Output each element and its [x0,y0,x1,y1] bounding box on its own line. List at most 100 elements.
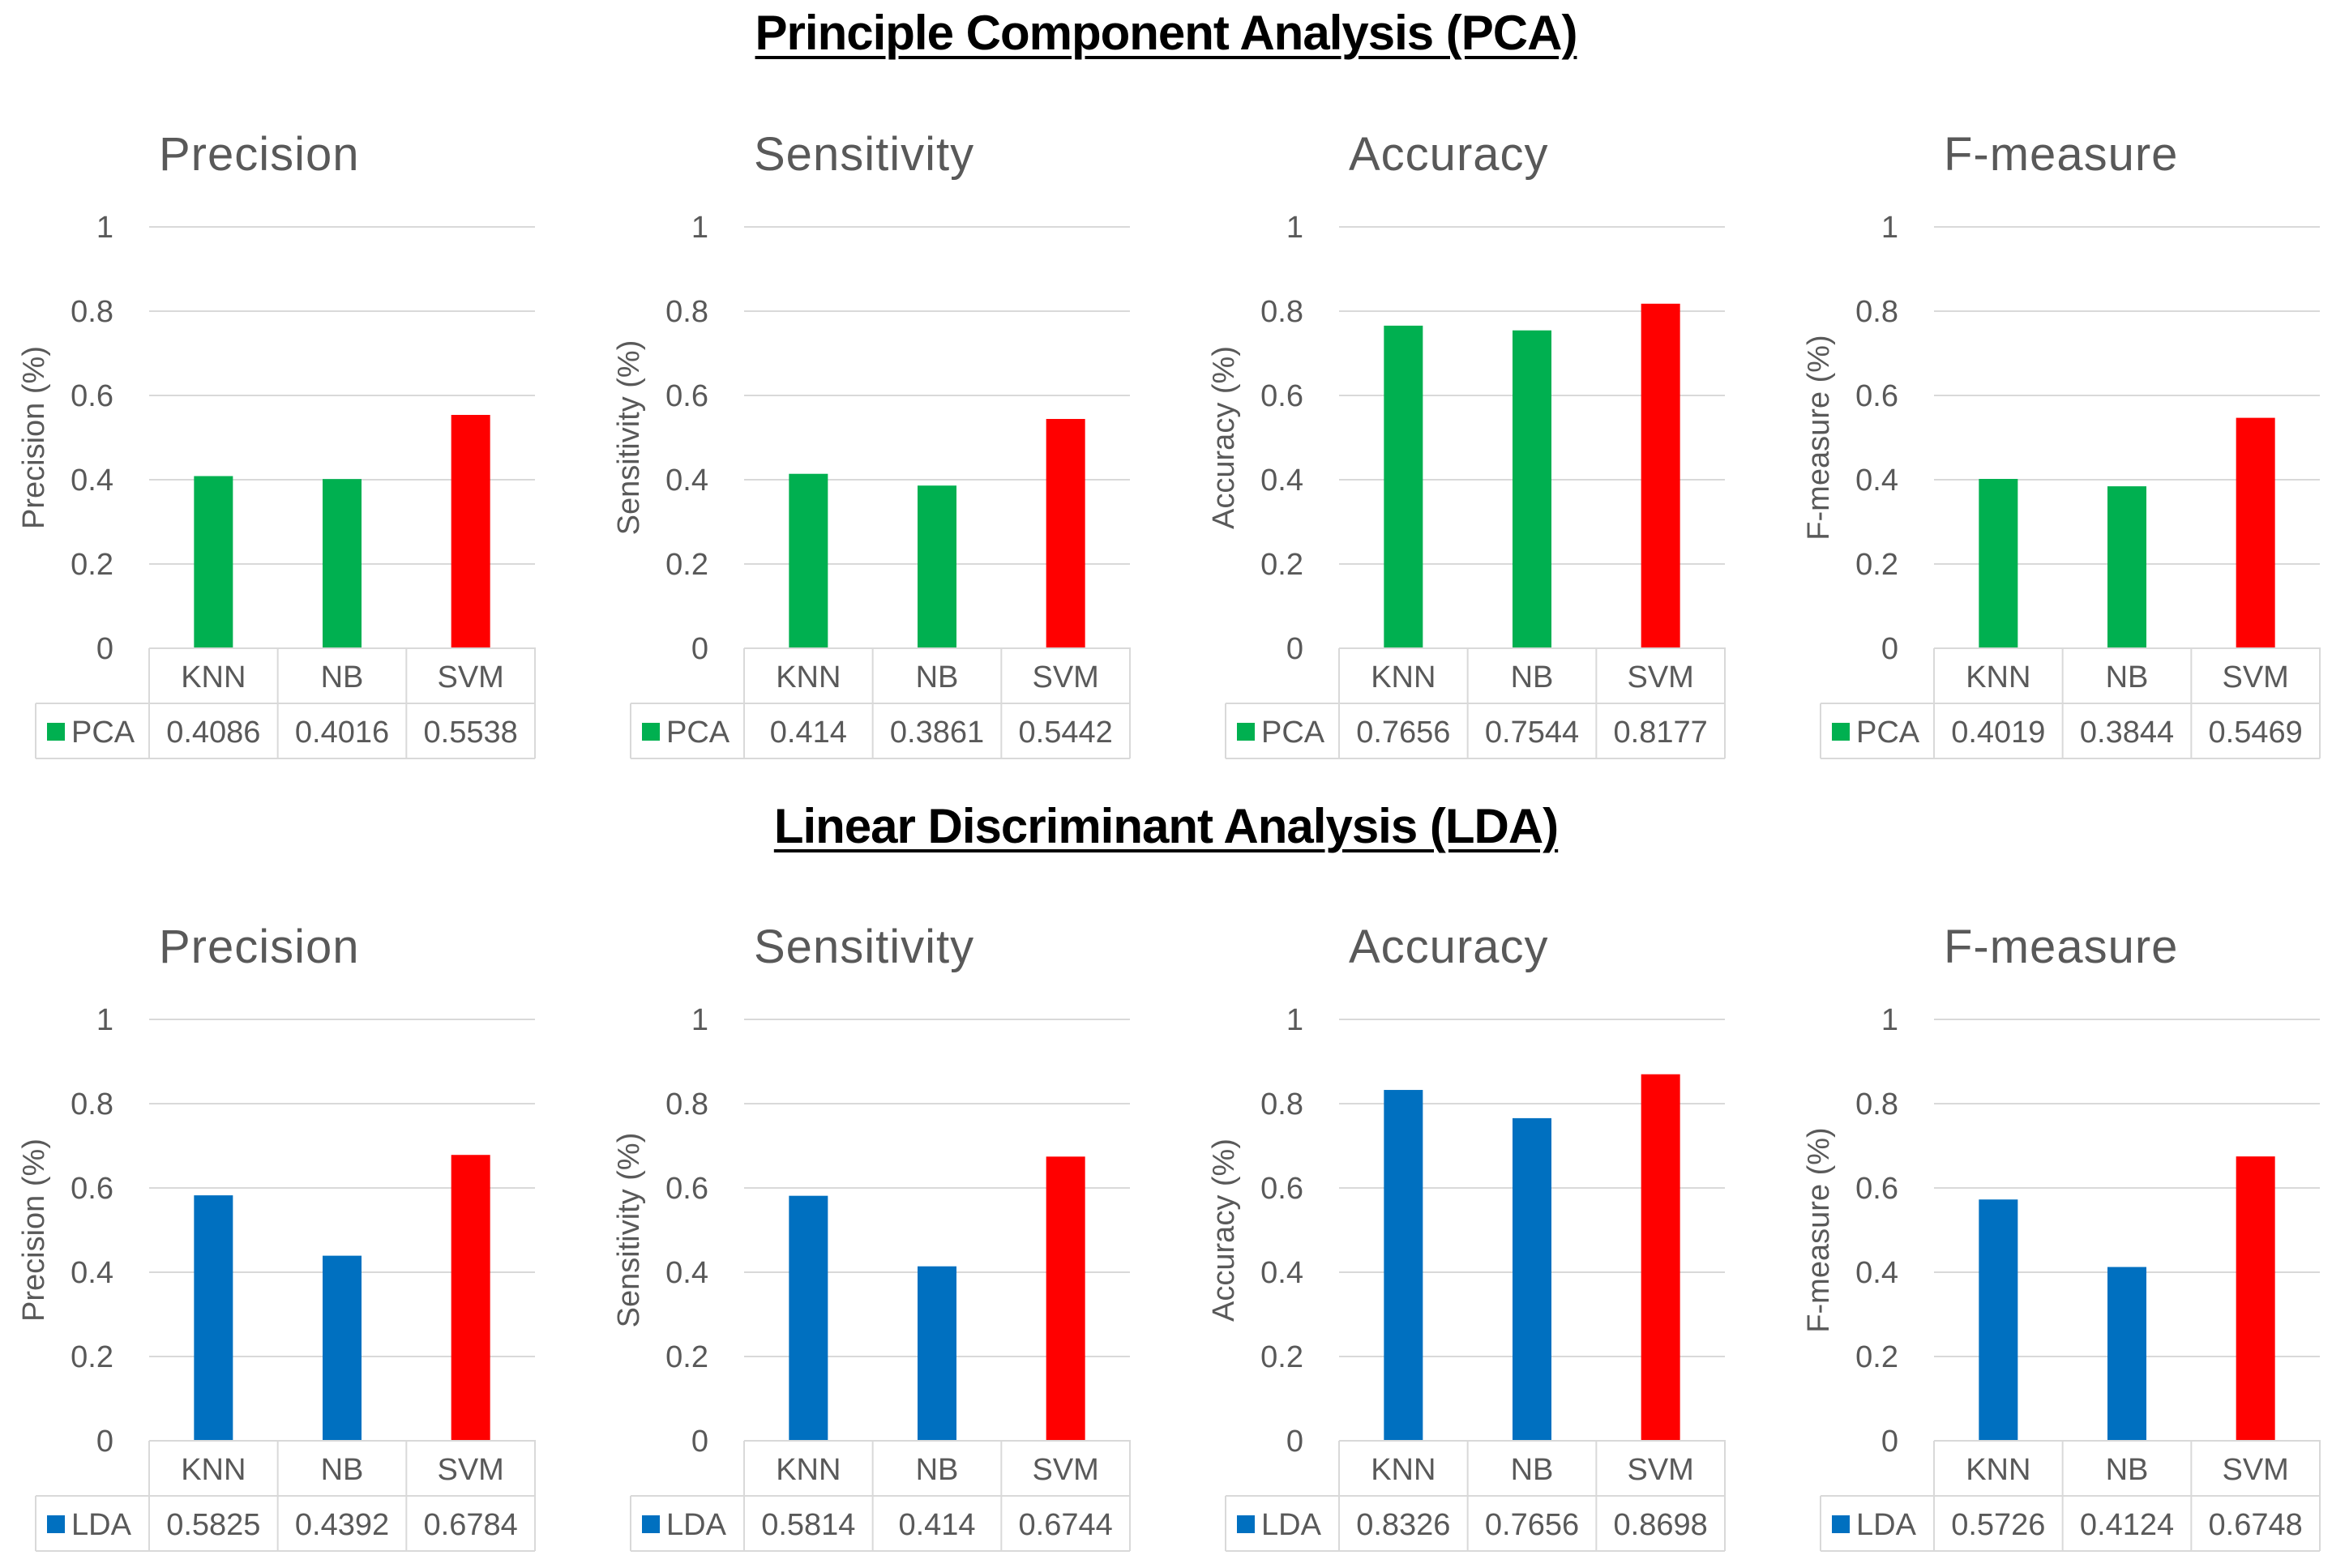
category-label: KNN [181,660,246,694]
bar-nb [323,1255,362,1441]
chart-title: Sensitivity [754,128,974,181]
chart-pca-precision: Precision 0 0.2 0.4 0.6 0.8 1 Precision (%) KNN N… [17,128,536,759]
y-axis-label: F-measure (%) [1802,1127,1836,1332]
y-tick-label: 0.8 [1260,1087,1303,1122]
y-axis-label: Sensitivity (%) [612,340,646,536]
chart-title: F-measure [1944,128,2178,181]
y-tick-label: 0.2 [665,1340,708,1374]
data-value: 0.414 [898,1508,975,1542]
section-title-pca: Principle Component Analysis (PCA) [755,6,1578,60]
category-label: SVM [437,1453,503,1487]
category-label: SVM [1627,660,1693,694]
y-tick-label: 1 [96,211,113,245]
legend-swatch [47,723,65,741]
bar-svm [451,1155,490,1441]
data-value: 0.4016 [295,716,389,750]
y-tick-label: 0 [96,632,113,666]
category-label: KNN [1371,1453,1436,1487]
legend-swatch [1832,723,1850,741]
category-label: SVM [1627,1453,1693,1487]
legend-label: PCA [1261,716,1325,750]
bar-knn [1979,1199,2018,1441]
chart-pca-sensitivity: Sensitivity 0 0.2 0.4 0.6 0.8 1 Sensitivity (%)… [612,128,1131,759]
y-tick-label: 0.4 [665,464,708,498]
data-table-grid [1820,647,2321,759]
y-tick-label: 0.6 [1260,1172,1303,1206]
data-value: 0.4392 [295,1508,389,1542]
category-label: NB [2106,660,2149,694]
legend-swatch [1832,1515,1850,1533]
section-title-lda: Linear Discriminant Analysis (LDA) [773,799,1559,853]
data-value: 0.4019 [1951,716,2045,750]
legend-label: PCA [666,716,730,750]
legend-label: PCA [1856,716,1920,750]
data-value: 0.7656 [1485,1508,1579,1542]
bar-svm [1641,1074,1680,1441]
y-tick-label: 0.8 [71,1087,113,1122]
chart-title: Sensitivity [754,921,974,973]
category-label: NB [1511,1453,1554,1487]
data-value: 0.8177 [1614,716,1708,750]
y-tick-label: 1 [1881,1003,1898,1037]
y-tick-label: 0.6 [71,379,113,413]
data-value: 0.5825 [166,1508,260,1542]
bar-knn [1384,1090,1423,1441]
legend-label: LDA [666,1508,727,1542]
y-tick-label: 0.6 [1855,379,1898,413]
data-table-grid [630,647,1131,759]
category-label: KNN [1966,660,2030,694]
category-label: SVM [437,660,503,694]
y-tick-label: 0.4 [1855,464,1898,498]
bar-knn [194,1195,233,1441]
bar-nb [918,1266,956,1441]
bar-svm [1046,1156,1085,1441]
bar-nb [1513,1117,1551,1441]
bar-knn [1384,325,1423,648]
category-label: KNN [181,1453,246,1487]
y-tick-label: 1 [96,1003,113,1037]
data-value: 0.7544 [1485,716,1579,750]
bar-svm [2236,417,2275,648]
legend-label: LDA [71,1508,132,1542]
bar-nb [2107,1267,2146,1441]
bar-svm [1641,303,1680,648]
y-tick-label: 0.4 [71,464,113,498]
y-axis-label: F-measure (%) [1802,335,1836,540]
y-tick-label: 0.2 [1260,548,1303,582]
y-axis-label: Precision (%) [17,1139,51,1322]
data-table-grid [35,647,536,759]
bar-nb [2107,486,2146,648]
y-tick-label: 0.8 [665,1087,708,1122]
category-label: SVM [2222,660,2288,694]
y-tick-label: 0.4 [1855,1256,1898,1290]
data-value: 0.3861 [890,716,984,750]
y-tick-label: 0.4 [665,1256,708,1290]
data-value: 0.5814 [761,1508,855,1542]
y-tick-label: 0 [691,632,708,666]
y-tick-label: 0 [1286,1425,1303,1459]
data-value: 0.5469 [2209,716,2303,750]
y-axis-label: Precision (%) [17,346,51,529]
y-tick-label: 0.8 [71,295,113,329]
chart-title: Accuracy [1349,921,1549,973]
bar-nb [918,485,956,648]
category-label: NB [321,1453,364,1487]
y-tick-label: 1 [691,1003,708,1037]
legend-swatch [47,1515,65,1533]
category-label: KNN [1966,1453,2030,1487]
bar-svm [2236,1156,2275,1441]
bar-nb [323,479,362,648]
legend-label: PCA [71,716,135,750]
bar-knn [194,476,233,648]
bar-knn [789,1195,828,1441]
legend-swatch [1237,723,1255,741]
data-value: 0.3844 [2080,716,2174,750]
y-tick-label: 1 [1881,211,1898,245]
y-tick-label: 0 [1881,1425,1898,1459]
y-tick-label: 1 [1286,1003,1303,1037]
chart-title: Accuracy [1349,128,1549,181]
bar-knn [1979,479,2018,648]
bar-knn [789,473,828,648]
bar-svm [1046,419,1085,648]
category-label: NB [1511,660,1554,694]
